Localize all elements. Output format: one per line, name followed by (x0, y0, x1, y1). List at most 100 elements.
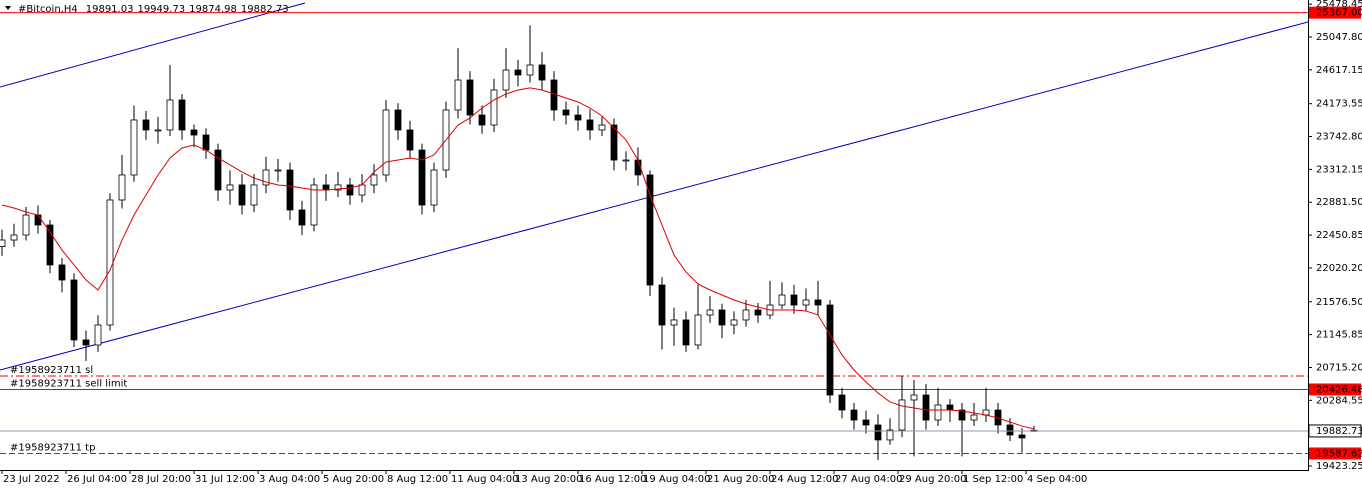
trendline (0, 21, 1308, 371)
x-tick-label: 4 Sep 04:00 (1027, 474, 1087, 485)
candle-body (22, 214, 30, 236)
candle-body (0, 239, 6, 247)
candle-body (346, 184, 354, 196)
candle-body (286, 169, 294, 211)
candle-body (826, 304, 834, 396)
level-tag-label: 25367.00 (1316, 8, 1362, 19)
candle-body (58, 264, 66, 281)
level-tag (1309, 6, 1361, 19)
y-tick-label: 25478.45 (1316, 0, 1362, 10)
y-tick-label: 22881.50 (1316, 197, 1362, 208)
candle-body (358, 184, 366, 196)
header-value: 19891.03 (86, 4, 134, 15)
candle-body (418, 149, 426, 206)
x-tick-label: 5 Aug 20:00 (323, 474, 384, 485)
y-tick-label: 19423.25 (1316, 461, 1362, 472)
candle-body (694, 314, 702, 346)
candle-body (538, 64, 546, 81)
candle-body (34, 214, 42, 226)
candle-body (10, 234, 18, 241)
x-tick-label: 27 Aug 04:00 (835, 474, 902, 485)
bid-tag (1308, 424, 1362, 438)
candle-body (430, 169, 438, 206)
y-tick-label: 22450.85 (1316, 230, 1362, 241)
x-tick-label: 11 Aug 04:00 (451, 474, 518, 485)
y-tick-label: 23312.15 (1316, 164, 1362, 175)
candle-body (274, 169, 282, 172)
candle-body (1006, 424, 1014, 436)
header-title: #Bitcoin,H4 (18, 4, 78, 15)
candle-body (586, 119, 594, 131)
candle-body (754, 309, 762, 316)
candle-body (514, 69, 522, 76)
candle-body (310, 184, 318, 226)
candle-body (802, 299, 810, 306)
candle-body (202, 134, 210, 151)
x-tick-label: 1 Sep 12:00 (963, 474, 1023, 485)
candle-body (466, 79, 474, 116)
x-tick-label: 13 Aug 20:00 (515, 474, 582, 485)
candle-body (622, 159, 630, 162)
y-tick-label: 25047.80 (1316, 32, 1362, 43)
header-value: 19949.73 (137, 4, 185, 15)
candle-body (598, 124, 606, 131)
candle-body (106, 199, 114, 326)
x-tick-label: 16 Aug 12:00 (579, 474, 646, 485)
candle-body (670, 319, 678, 326)
candle-body (238, 184, 246, 206)
x-tick-label: 3 Aug 04:00 (259, 474, 320, 485)
menu-icon[interactable] (5, 6, 11, 10)
candle-body (886, 429, 894, 441)
y-tick-label: 20284.55 (1316, 395, 1362, 406)
x-tick-label: 24 Aug 12:00 (771, 474, 838, 485)
level-tag (1309, 383, 1361, 396)
candle-body (658, 284, 666, 326)
x-tick-label: 26 Jul 04:00 (67, 474, 127, 485)
candle-body (334, 184, 342, 191)
level-tag (1309, 447, 1361, 460)
y-tick-label: 24617.15 (1316, 65, 1362, 76)
y-tick-label: 22020.20 (1316, 263, 1362, 274)
candle-body (790, 294, 798, 306)
candle-body (862, 419, 870, 426)
candle-body (934, 404, 942, 421)
candle-body (682, 319, 690, 346)
candle-body (946, 404, 954, 411)
candle-body (226, 184, 234, 191)
candle-body (142, 119, 150, 131)
candle-body (478, 114, 486, 126)
candle-body (610, 124, 618, 161)
header-value: 19874.98 (189, 4, 237, 15)
candle-body (922, 394, 930, 421)
candle-body (154, 129, 162, 132)
candle-body (214, 149, 222, 191)
candle-body (94, 324, 102, 346)
candle-body (262, 169, 270, 186)
candle-body (46, 224, 54, 266)
candle-body (454, 79, 462, 111)
candle-body (166, 99, 174, 131)
candle-body (190, 129, 198, 136)
candle-body (574, 114, 582, 121)
order-label: #1958923711 sell limit (10, 378, 127, 389)
header-value: 19882.73 (241, 4, 289, 15)
plot-area (0, 2, 1308, 461)
candle-body (898, 399, 906, 431)
candle-body (118, 174, 126, 201)
level-tag-label: 20426.48 (1316, 384, 1362, 395)
candle-body (958, 409, 966, 421)
bid-tag-label: 19882.73 (1316, 426, 1362, 437)
trendline (0, 2, 306, 88)
candle-body (850, 409, 858, 421)
order-label: #1958923711 sl (10, 365, 93, 376)
candle-body (178, 99, 186, 131)
candle-body (406, 129, 414, 151)
x-tick-label: 28 Jul 20:00 (131, 474, 191, 485)
candle-body (730, 319, 738, 326)
y-tick-label: 21576.50 (1316, 297, 1362, 308)
candle-body (298, 209, 306, 226)
candle-body (130, 119, 138, 176)
candle-body (1018, 434, 1026, 439)
